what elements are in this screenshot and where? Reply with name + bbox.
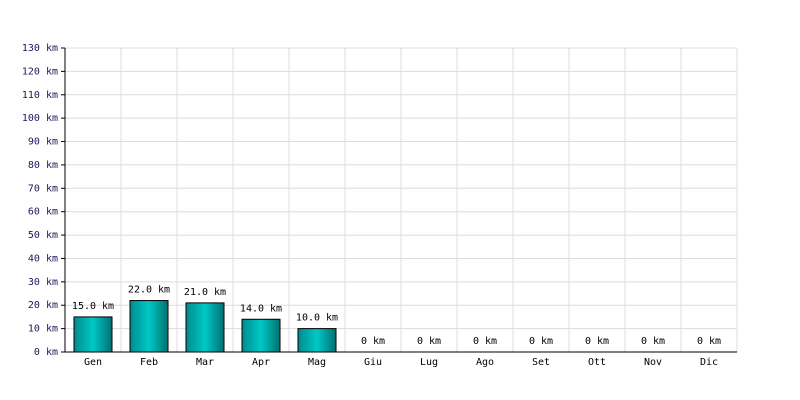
bar [129, 300, 169, 353]
value-label: 0 km [529, 336, 553, 347]
y-tick-label: 30 km [28, 277, 58, 288]
x-tick-label: Ago [476, 357, 494, 368]
x-tick-label: Mar [196, 357, 214, 368]
x-tick-label: Dic [700, 357, 718, 368]
y-tick-label: 60 km [28, 207, 58, 218]
value-label: 21.0 km [184, 287, 226, 298]
x-tick-label: Mag [308, 357, 326, 368]
value-label: 14.0 km [240, 303, 282, 314]
y-tick-label: 90 km [28, 137, 58, 148]
y-tick-label: 40 km [28, 253, 58, 264]
bar [297, 328, 337, 353]
x-tick-label: Lug [420, 357, 438, 368]
value-label: 15.0 km [72, 301, 114, 312]
y-tick-label: 20 km [28, 300, 58, 311]
y-tick-label: 50 km [28, 230, 58, 241]
y-tick-label: 10 km [28, 324, 58, 335]
x-tick-label: Apr [252, 357, 270, 368]
x-tick-label: Feb [140, 357, 158, 368]
value-label: 0 km [417, 336, 441, 347]
bar [241, 318, 281, 353]
value-label: 0 km [697, 336, 721, 347]
y-tick-label: 70 km [28, 183, 58, 194]
bar [185, 302, 225, 353]
value-label: 0 km [585, 336, 609, 347]
y-tick-label: 0 km [34, 347, 58, 358]
x-tick-label: Giu [364, 357, 382, 368]
y-tick-label: 120 km [22, 66, 58, 77]
bar [73, 316, 113, 353]
value-label: 10.0 km [296, 313, 338, 324]
y-tick-label: 110 km [22, 90, 58, 101]
x-tick-label: Gen [84, 357, 102, 368]
value-label: 0 km [361, 336, 385, 347]
y-tick-label: 100 km [22, 113, 58, 124]
y-tick-label: 130 km [22, 43, 58, 54]
y-tick-label: 80 km [28, 160, 58, 171]
value-label: 0 km [641, 336, 665, 347]
value-label: 0 km [473, 336, 497, 347]
x-tick-label: Set [532, 357, 550, 368]
x-tick-label: Nov [644, 357, 662, 368]
value-label: 22.0 km [128, 285, 170, 296]
x-tick-label: Ott [588, 357, 606, 368]
